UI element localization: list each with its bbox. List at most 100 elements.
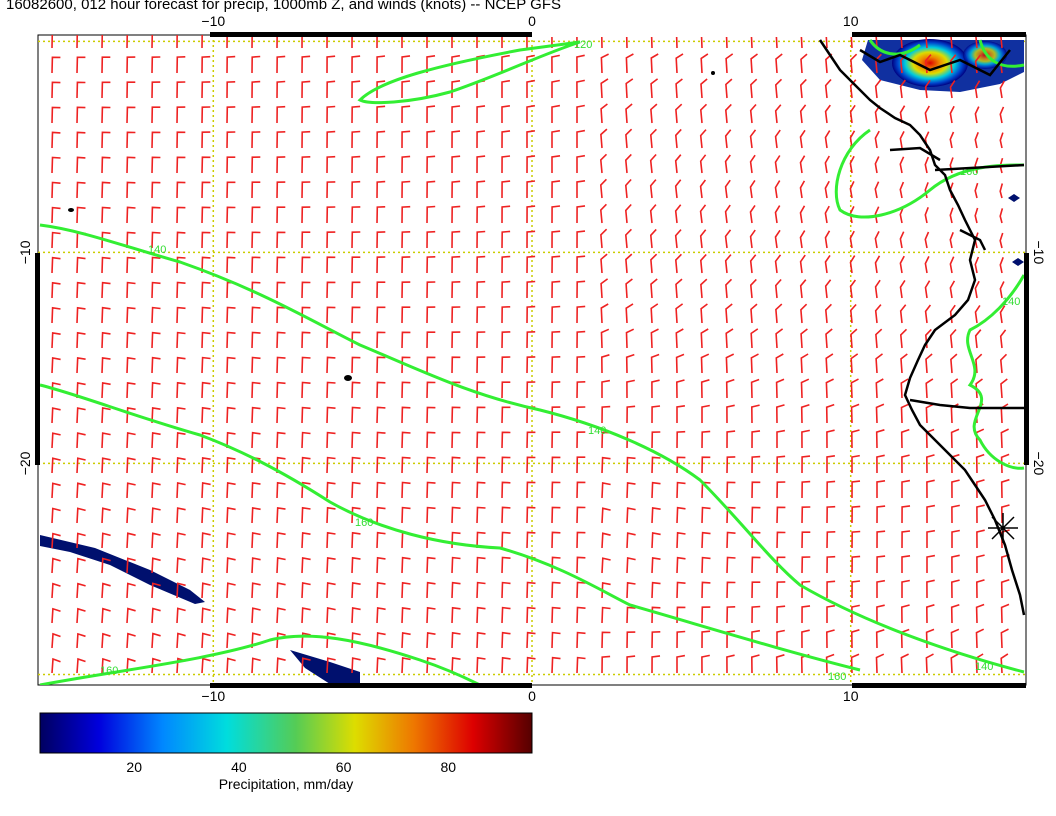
wind-barb	[576, 255, 586, 274]
colorbar: 20 40 60 80	[39, 712, 533, 775]
wind-barb	[476, 105, 486, 124]
wind-barb	[401, 657, 411, 674]
wind-barb	[151, 306, 161, 324]
wind-barb	[351, 406, 361, 424]
wind-barb	[51, 507, 61, 524]
wind-barb	[674, 179, 682, 199]
wind-barb	[126, 607, 136, 624]
wind-barb	[76, 507, 86, 524]
wind-barb	[401, 155, 411, 174]
wind-barb	[326, 356, 336, 374]
wind-barb	[276, 456, 286, 474]
wind-barb	[476, 130, 486, 149]
wind-barb	[101, 281, 111, 299]
wind-barb	[924, 304, 932, 324]
wind-barb	[750, 404, 760, 424]
wind-barb	[451, 230, 461, 249]
wind-barb	[925, 403, 934, 424]
wind-barb	[401, 281, 411, 299]
wind-barb	[625, 278, 633, 299]
wind-barb	[251, 55, 261, 74]
wind-barb	[724, 229, 732, 249]
wind-barb	[751, 430, 761, 449]
wind-barb	[301, 331, 311, 349]
wind-barb	[201, 532, 211, 549]
wind-barb	[151, 431, 161, 449]
wind-barb	[501, 105, 511, 123]
wind-barb	[426, 631, 436, 649]
wind-barb	[976, 554, 985, 574]
colorbar-tick-label: 60	[336, 759, 352, 775]
wind-barb	[501, 155, 511, 174]
wind-barb	[276, 105, 286, 124]
wind-barb	[749, 179, 756, 199]
wind-barb	[276, 131, 286, 149]
wind-barb	[476, 306, 486, 324]
wind-barb	[699, 229, 707, 249]
wind-barb	[926, 479, 935, 499]
wind-barb	[726, 581, 736, 599]
wind-barb	[201, 81, 211, 99]
wind-barb	[776, 429, 786, 448]
wind-barb	[51, 632, 61, 649]
wind-barb	[326, 531, 336, 549]
wind-barb	[76, 382, 86, 399]
wind-barb	[51, 432, 61, 449]
wind-barb	[126, 457, 136, 474]
wind-barb	[951, 554, 960, 574]
wind-barb	[126, 482, 136, 499]
wind-barb	[426, 306, 436, 324]
wind-barb	[276, 331, 286, 349]
wind-barb	[51, 156, 61, 174]
wind-barb	[451, 481, 461, 499]
wind-barb	[226, 81, 236, 99]
wind-barb	[850, 378, 859, 399]
contour-label: 160	[100, 665, 118, 677]
wind-barb	[301, 557, 311, 574]
wind-barb	[101, 457, 111, 474]
wind-barb	[601, 631, 611, 649]
wind-barb	[875, 653, 885, 674]
wind-barb	[201, 131, 211, 149]
wind-barb	[601, 532, 611, 549]
wind-barb	[501, 255, 511, 274]
wind-barb	[251, 406, 261, 424]
wind-barb	[825, 353, 834, 374]
wind-barb	[126, 331, 136, 349]
wind-barb	[800, 303, 808, 324]
wind-barb	[799, 279, 807, 299]
contour-label: 120	[574, 39, 592, 51]
lat-tick-label-left: −10	[17, 240, 33, 264]
wind-barb	[576, 104, 585, 123]
wind-barb	[251, 80, 261, 99]
wind-barb	[626, 532, 636, 549]
wind-barb	[625, 328, 635, 349]
wind-barb	[600, 53, 609, 74]
wind-barb	[901, 530, 911, 549]
wind-barb	[251, 156, 261, 174]
wind-barb	[201, 632, 211, 649]
wind-barb	[974, 182, 979, 199]
wind-barb	[700, 328, 709, 349]
wind-barb	[526, 130, 536, 148]
wind-barb	[426, 180, 436, 199]
wind-barb	[201, 582, 211, 599]
wind-barb	[376, 281, 386, 299]
wind-barb	[251, 532, 261, 549]
wind-barb	[501, 581, 511, 599]
wind-barb	[176, 106, 186, 124]
wind-barb	[826, 580, 836, 599]
wind-barb	[326, 582, 336, 599]
wind-barb	[201, 256, 211, 274]
wind-barb	[101, 35, 104, 49]
wind-barb	[201, 456, 211, 474]
wind-barb	[301, 431, 311, 449]
wind-barb	[126, 206, 136, 224]
wind-barb	[526, 481, 536, 499]
wind-barb	[576, 431, 586, 449]
wind-barb	[351, 105, 361, 124]
wind-barb	[326, 381, 336, 399]
wind-barb	[376, 657, 386, 674]
wind-barb	[649, 228, 657, 249]
